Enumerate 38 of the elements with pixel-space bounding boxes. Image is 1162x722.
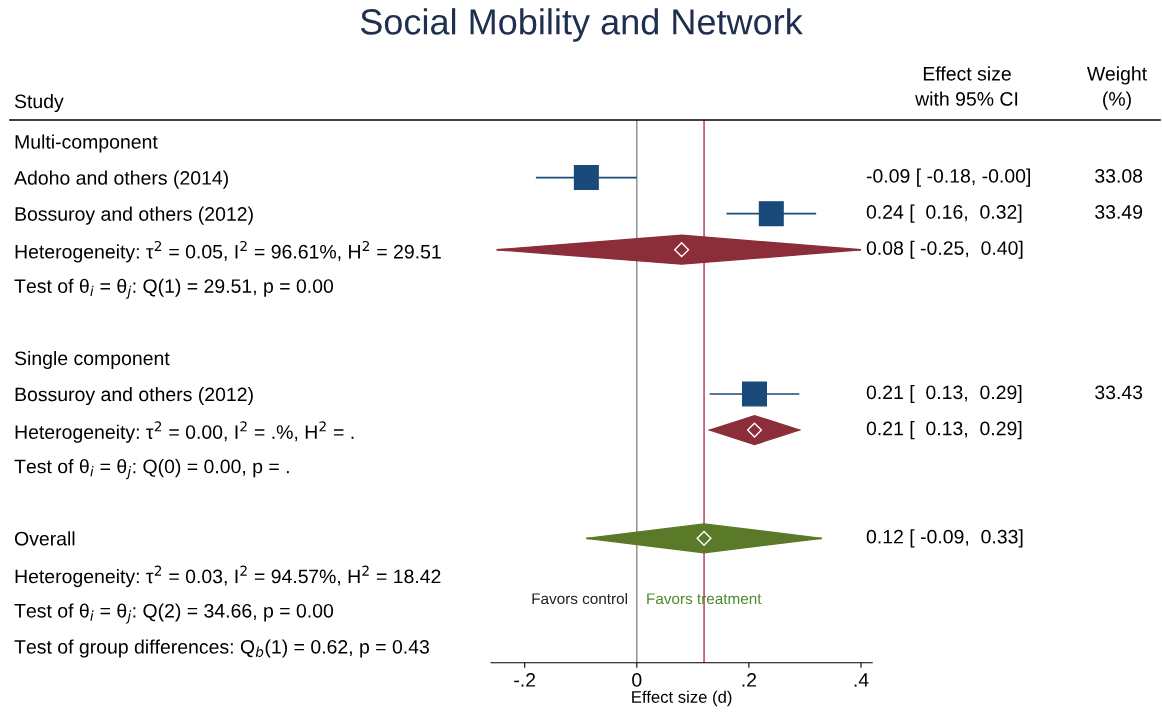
y-tick-label: Test of θ$_{i}$ = θ$_{j}$: Q(0) = 0.00, p = . [14,459,289,480]
annotation: -0.09 [ -0.18, -0.00] [866,168,1030,187]
x-tick-label: .4 [854,673,869,687]
y-tick-label: Adoho and others (2014) [14,170,228,189]
point [674,242,690,258]
text: Effect size with 95% CI [915,66,1018,106]
y-tick-label: Single component [14,350,170,370]
text: 33.08 [1095,169,1143,183]
y-tick-label: Test of θ$_{i}$ = θ$_{j}$: Q(2) = 34.66, p = 0.00 [14,603,334,624]
y-tick-label: Test of group differences: Q$_{b}$(1) = 0.62, p = 0.43 [14,639,429,658]
y-tick-label: Bossuroy and others (2012) [15,206,253,225]
x-tick-label: -.2 [514,673,536,687]
x-tick-label: .2 [742,673,757,687]
point [696,530,712,546]
point [746,422,763,438]
y-tick-label: Heterogeneity: τ$^{2}$ = 0.03, I$^{2}$ = 94.57%, H$^{2}$ = 18.42 [15,565,441,588]
annotation: 0.12 [ -0.09, 0.33] [866,529,1023,548]
y-tick-label: Overall [14,531,75,546]
annotation: 0.08 [ -0.25, 0.40] [866,240,1023,259]
y-tick-label: Heterogeneity: τ$^{2}$ = 0.05, I$^{2}$ = 96.61%, H$^{2}$ = 29.51 [15,240,441,263]
text: 33.43 [1095,385,1143,400]
text: 33.49 [1095,205,1143,219]
annotation: Favors control [532,592,627,605]
annotation: 0.21 [ 0.13, 0.29] [866,421,1022,440]
annotation: 0.21 [ 0.13, 0.29] [866,384,1022,404]
chart-title: Social Mobility and Network [360,8,803,42]
point [741,381,767,407]
annotation: 0.24 [ 0.16, 0.32] [866,204,1022,223]
y-tick-label: Multi-component [15,134,158,153]
y-tick-label: Heterogeneity: τ$^{2}$ = 0.00, I$^{2}$ = .%, H$^{2}$ = . [15,421,354,443]
x-axis-title: Effect size (d) [632,690,732,707]
x-tick-label: 0 [632,673,642,687]
y-tick-label: Bossuroy and others (2012) [15,386,253,406]
text: Weight (%) [1087,66,1147,110]
y-axis-title: Study [14,93,64,113]
point [758,201,784,227]
y-tick-label: Test of θ$_{i}$ = θ$_{j}$: Q(1) = 29.51, p = 0.00 [14,278,334,299]
point [573,165,599,191]
